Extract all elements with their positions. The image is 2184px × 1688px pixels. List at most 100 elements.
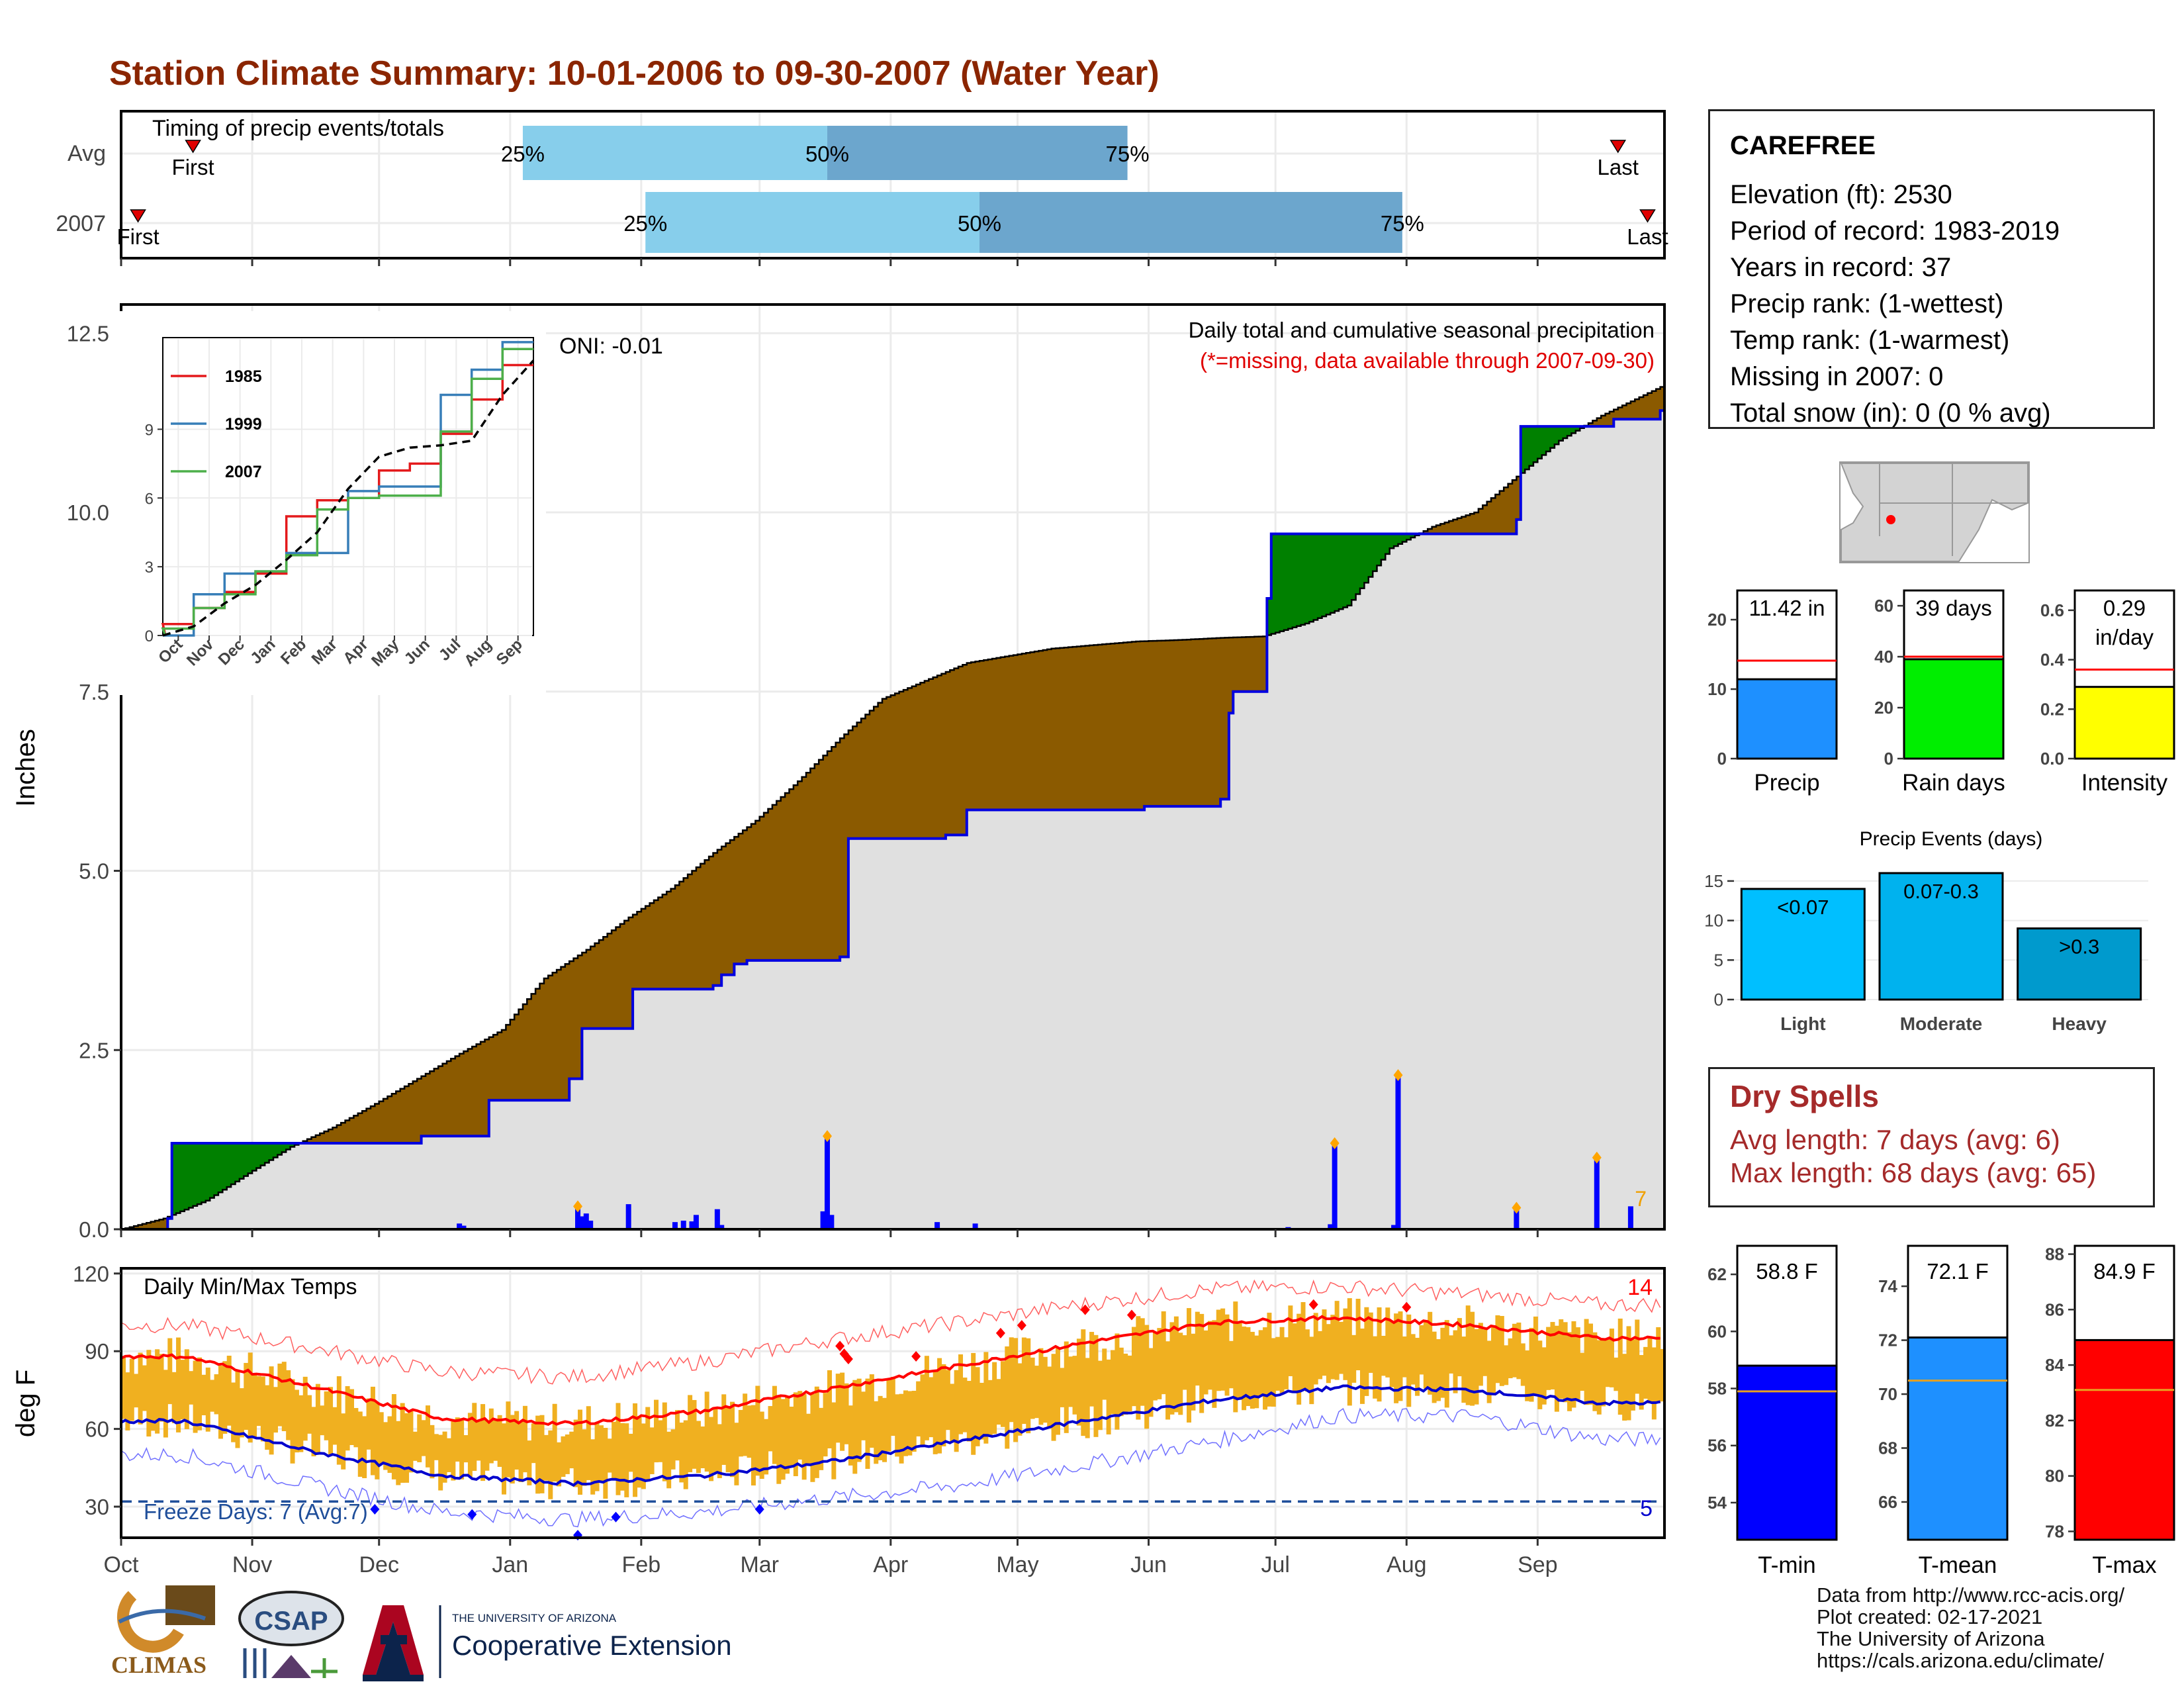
daily-temp-range-bar: [831, 1402, 837, 1479]
record-high-marker: [911, 1351, 921, 1362]
daily-temp-range-bar: [1457, 1318, 1462, 1377]
daily-temp-range-bar: [700, 1426, 705, 1469]
daily-temp-range-bar: [1444, 1320, 1449, 1408]
avg-tmax-line: [120, 1315, 1661, 1427]
daily-temp-range-bar: [1614, 1357, 1619, 1391]
daily-temp-range-bar: [421, 1420, 426, 1456]
daily-temp-range-bar: [1381, 1335, 1386, 1376]
temp-summary-bar-t-max: [2073, 1338, 2175, 1541]
daily-temp-range-bar: [658, 1420, 663, 1462]
daily-temp-range-bar: [353, 1408, 359, 1448]
daily-temp-range-bar: [835, 1374, 841, 1443]
daily-temp-range-bar: [1064, 1341, 1069, 1433]
daily-temp-range-bar: [1482, 1329, 1488, 1376]
daily-temp-range-bar: [717, 1424, 722, 1478]
daily-temp-range-bar: [801, 1394, 807, 1480]
daily-temp-range-bar: [527, 1440, 532, 1485]
daily-temp-range-bar: [958, 1354, 964, 1434]
daily-temp-range-bar: [214, 1374, 219, 1415]
summary-bar-category: Precip: [1754, 770, 1819, 796]
daily-temp-range-bar: [298, 1395, 304, 1452]
daily-temp-range-bar: [476, 1421, 481, 1461]
temp-summary-ytick-label: 62: [1707, 1264, 1727, 1284]
daily-temp-range-bar: [315, 1383, 320, 1455]
daily-temp-range-bar: [366, 1398, 371, 1450]
daily-temp-range-bar: [823, 1393, 828, 1457]
daily-temp-range-bar: [1435, 1339, 1441, 1401]
precip-corner-count: 7: [1635, 1187, 1647, 1211]
station-missing: Missing in 2007: 0: [1730, 362, 1944, 391]
daily-temp-range-bar: [535, 1415, 541, 1494]
daily-temp-range-bar: [488, 1408, 494, 1464]
station-total-snow: Total snow (in): 0 (0 % avg): [1730, 399, 2051, 428]
cooperative-extension-text: Cooperative Extension: [452, 1630, 732, 1661]
month-label: Oct: [104, 1552, 139, 1577]
temp-summary-ytick-label: 66: [1878, 1492, 1897, 1512]
temp-summary-ytick-label: 68: [1878, 1438, 1897, 1458]
daily-temp-range-bar: [1017, 1363, 1023, 1436]
daily-temp-range-bar: [1525, 1350, 1530, 1401]
daily-temp-range-bar: [1453, 1330, 1458, 1393]
precip-event-marker: [822, 1130, 832, 1143]
daily-temp-range-bar: [987, 1380, 993, 1437]
daily-temp-range-bar: [332, 1407, 338, 1445]
record-low-marker: [370, 1503, 380, 1515]
daily-precip-bar: [820, 1211, 826, 1229]
summary-ytick-label: 60: [1874, 596, 1893, 616]
daily-temp-range-bar: [1212, 1320, 1217, 1408]
record-high-marker: [1308, 1299, 1318, 1310]
daily-temp-range-bar: [1288, 1305, 1293, 1376]
daily-temp-range-bar: [852, 1380, 858, 1474]
station-years: Years in record: 37: [1730, 253, 1952, 282]
daily-temp-range-bar: [1406, 1314, 1412, 1407]
daily-temp-range-bar: [412, 1431, 418, 1461]
climas-logo-text: CLIMAS: [111, 1652, 206, 1678]
daily-temp-range-bar: [1580, 1352, 1585, 1391]
daily-temp-range-bar: [129, 1358, 134, 1421]
daily-temp-range-bar: [615, 1403, 621, 1495]
timing-first-marker: [185, 140, 201, 154]
daily-temp-range-bar: [159, 1354, 164, 1422]
daily-precip-bar: [1514, 1207, 1520, 1229]
summary-ytick-label: 0.2: [2040, 699, 2064, 719]
precip-ytick-label: 7.5: [79, 680, 109, 704]
daily-temp-range-bar: [522, 1405, 527, 1473]
daily-temp-range-bar: [1068, 1356, 1073, 1407]
daily-temp-range-bar: [924, 1356, 929, 1440]
daily-temp-range-bar: [1237, 1323, 1242, 1400]
daily-temp-range-bar: [1474, 1329, 1479, 1405]
timing-bar-50-75: [979, 192, 1402, 253]
daily-temp-range-bar: [506, 1401, 511, 1477]
daily-temp-range-bar: [1537, 1340, 1543, 1409]
daily-temp-range-bar: [459, 1418, 465, 1479]
daily-temp-range-bar: [1639, 1354, 1644, 1410]
daily-temp-range-bar: [383, 1422, 388, 1470]
precip-events-chart: Precip Events (days) <0.07 Light 0.07-0.3 Mo…: [1704, 828, 2148, 1034]
timing-first-label: First: [172, 155, 214, 179]
daily-temp-range-bar: [1559, 1319, 1564, 1399]
daily-temp-range-bar: [1410, 1334, 1416, 1385]
credit-line-university: The University of Arizona: [1817, 1627, 2045, 1650]
temp-title: Daily Min/Max Temps: [144, 1274, 357, 1299]
locator-map: [1839, 461, 2030, 563]
summary-bar-value: in/day: [2095, 625, 2154, 649]
summary-ytick-label: 20: [1874, 698, 1893, 718]
record-low-marker: [611, 1511, 621, 1523]
daily-temp-range-bar: [1512, 1323, 1517, 1378]
daily-temp-range-bar: [582, 1429, 587, 1486]
daily-temp-range-bar: [497, 1415, 502, 1467]
daily-precip-bar: [824, 1136, 830, 1229]
daily-temp-range-bar: [886, 1379, 891, 1452]
inset-ytick-label: 0: [145, 628, 154, 645]
daily-temp-range-bar: [387, 1416, 392, 1473]
credit-line-date: Plot created: 02-17-2021: [1817, 1605, 2043, 1628]
daily-temp-range-bar: [649, 1427, 655, 1474]
daily-temp-range-bar: [163, 1370, 168, 1438]
events-category-label: Light: [1780, 1013, 1825, 1034]
daily-temp-range-bar: [307, 1395, 312, 1434]
daily-precip-bar: [689, 1221, 695, 1229]
daily-temp-range-bar: [1377, 1307, 1382, 1402]
daily-temp-range-bar: [1635, 1319, 1640, 1394]
daily-temp-range-bar: [1550, 1322, 1555, 1389]
events-bar-moderate: [1878, 872, 2004, 1001]
